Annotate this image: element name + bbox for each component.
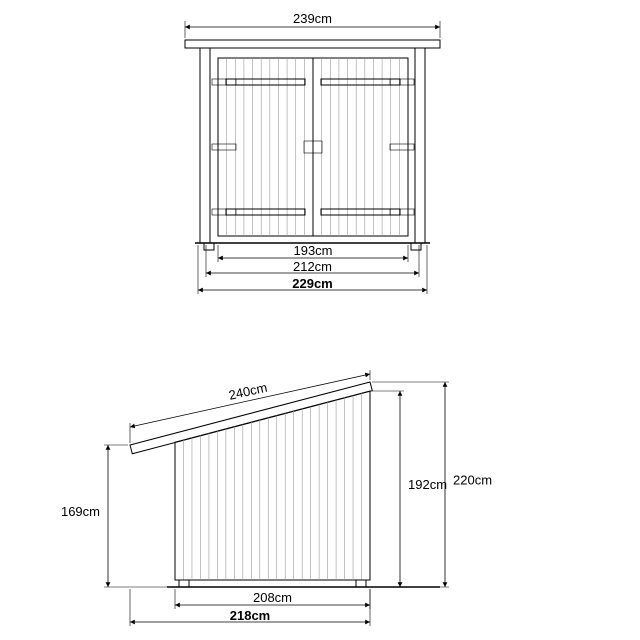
dim-193: 193cm (293, 243, 332, 258)
dim-240: 240cm (227, 380, 268, 403)
dim-top: 239cm (293, 11, 332, 26)
front-view: 239cm 193cm212cm 229cm (185, 11, 440, 294)
dim-218: 218cm (230, 608, 270, 623)
dim-169: 169cm (61, 504, 100, 519)
dim-208: 208cm (253, 590, 292, 605)
dim-192: 192cm (408, 477, 447, 492)
dim-220: 220cm (453, 473, 492, 488)
dim-229: 229cm (292, 276, 332, 291)
dim-212: 212cm (293, 259, 332, 274)
shed-drawing: 239cm 193cm212cm 229cm 240cm 169cm 192cm 220c… (0, 0, 640, 640)
side-view: 240cm 169cm 192cm 220cm 208cm 218cm (61, 370, 492, 626)
